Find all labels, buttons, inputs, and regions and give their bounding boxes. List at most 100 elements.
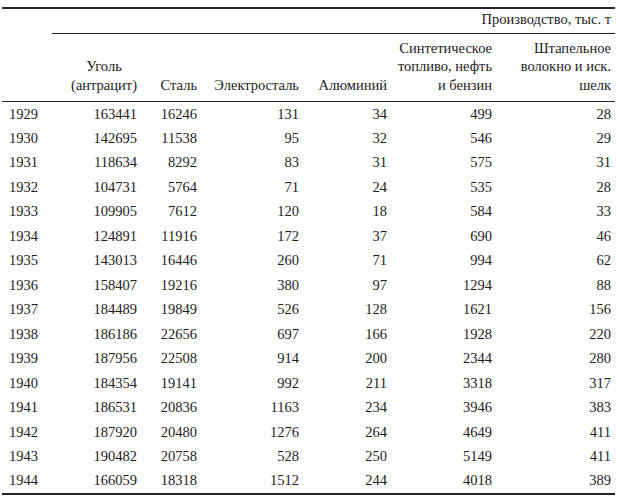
column-header: Сталь <box>142 33 202 102</box>
table-value-cell: 1294 <box>392 273 497 298</box>
column-header-line: Штапельное <box>497 39 611 58</box>
column-header-line: Синтетическое <box>392 39 492 58</box>
row-year-cell: 1943 <box>2 445 52 470</box>
table-value-cell: 3318 <box>392 371 497 396</box>
table-value-cell: 18318 <box>142 469 202 494</box>
table-value-cell: 31 <box>497 151 615 176</box>
column-header: Алюминий <box>304 33 392 102</box>
table-row: 1935143013164462607199462 <box>2 249 615 274</box>
row-year-cell: 1936 <box>2 273 52 298</box>
table-value-cell: 1621 <box>392 298 497 323</box>
table-row: 193310990576121201858433 <box>2 200 615 225</box>
row-year-cell: 1938 <box>2 322 52 347</box>
table-value-cell: 187920 <box>52 420 142 445</box>
table-value-cell: 992 <box>202 371 304 396</box>
table-row: 19421879202048012762644649411 <box>2 420 615 445</box>
table-row: 19411865312083611632343946383 <box>2 396 615 421</box>
table-value-cell: 20836 <box>142 396 202 421</box>
table-value-cell: 118634 <box>52 151 142 176</box>
table-body: 1929163441162461313449928193014269511538… <box>2 102 615 494</box>
table-value-cell: 131 <box>202 102 304 127</box>
table-row: 1939187956225089142002344280 <box>2 347 615 372</box>
table-value-cell: 109905 <box>52 200 142 225</box>
table-value-cell: 46 <box>497 224 615 249</box>
table-value-cell: 546 <box>392 126 497 151</box>
table-value-cell: 28 <box>497 102 615 127</box>
table-value-cell: 24 <box>304 175 392 200</box>
table-value-cell: 33 <box>497 200 615 225</box>
table-row: 19441660591831815122444018389 <box>2 469 615 494</box>
table-value-cell: 19849 <box>142 298 202 323</box>
table-value-cell: 690 <box>392 224 497 249</box>
column-header-row: Уголь(антрацит)СтальЭлектросталь Алюминий… <box>2 33 615 102</box>
table-value-cell: 535 <box>392 175 497 200</box>
column-header: Синтетическоетопливо, нефтьи бензин <box>392 33 497 102</box>
table-value-cell: 16246 <box>142 102 202 127</box>
column-header-line: Электросталь <box>202 76 299 95</box>
table-value-cell: 184489 <box>52 298 142 323</box>
table-value-cell: 383 <box>497 396 615 421</box>
table-value-cell: 143013 <box>52 249 142 274</box>
column-header-line: и бензин <box>392 76 492 95</box>
table-value-cell: 411 <box>497 445 615 470</box>
row-year-cell: 1934 <box>2 224 52 249</box>
table-value-cell: 211 <box>304 371 392 396</box>
table-value-cell: 71 <box>304 249 392 274</box>
table-value-cell: 28 <box>497 175 615 200</box>
table-value-cell: 97 <box>304 273 392 298</box>
table-value-cell: 11916 <box>142 224 202 249</box>
table-value-cell: 4018 <box>392 469 497 494</box>
production-table: Производство, тыс. т Уголь(антрацит)Стал… <box>2 7 615 495</box>
table-value-cell: 20480 <box>142 420 202 445</box>
table-value-cell: 20758 <box>142 445 202 470</box>
table-value-cell: 156 <box>497 298 615 323</box>
table-value-cell: 380 <box>202 273 304 298</box>
table-value-cell: 19216 <box>142 273 202 298</box>
spanner-row: Производство, тыс. т <box>2 8 615 33</box>
table-value-cell: 172 <box>202 224 304 249</box>
column-header-line: Алюминий <box>304 76 387 95</box>
table-value-cell: 8292 <box>142 151 202 176</box>
table-value-cell: 71 <box>202 175 304 200</box>
scanned-table-page: Производство, тыс. т Уголь(антрацит)Стал… <box>0 0 617 503</box>
table-value-cell: 5764 <box>142 175 202 200</box>
table-row: 193014269511538953254629 <box>2 126 615 151</box>
table-value-cell: 186531 <box>52 396 142 421</box>
table-value-cell: 4649 <box>392 420 497 445</box>
table-value-cell: 142695 <box>52 126 142 151</box>
table-value-cell: 190482 <box>52 445 142 470</box>
table-value-cell: 83 <box>202 151 304 176</box>
table-value-cell: 317 <box>497 371 615 396</box>
table-value-cell: 163441 <box>52 102 142 127</box>
table-value-cell: 158407 <box>52 273 142 298</box>
table-row: 1934124891119161723769046 <box>2 224 615 249</box>
table-value-cell: 7612 <box>142 200 202 225</box>
row-year-cell: 1940 <box>2 371 52 396</box>
table-spanner-label: Производство, тыс. т <box>52 8 615 33</box>
table-value-cell: 88 <box>497 273 615 298</box>
table-value-cell: 2344 <box>392 347 497 372</box>
table-value-cell: 5149 <box>392 445 497 470</box>
table-value-cell: 18 <box>304 200 392 225</box>
table-value-cell: 389 <box>497 469 615 494</box>
table-row: 1937184489198495261281621156 <box>2 298 615 323</box>
table-value-cell: 250 <box>304 445 392 470</box>
column-header-line: шелк <box>497 76 611 95</box>
table-value-cell: 584 <box>392 200 497 225</box>
table-value-cell: 19141 <box>142 371 202 396</box>
table-value-cell: 234 <box>304 396 392 421</box>
row-year-cell: 1941 <box>2 396 52 421</box>
table-value-cell: 411 <box>497 420 615 445</box>
row-year-cell: 1930 <box>2 126 52 151</box>
table-value-cell: 120 <box>202 200 304 225</box>
table-value-cell: 128 <box>304 298 392 323</box>
table-value-cell: 914 <box>202 347 304 372</box>
table-value-cell: 16446 <box>142 249 202 274</box>
table-row: 1943190482207585282505149411 <box>2 445 615 470</box>
row-year-cell: 1933 <box>2 200 52 225</box>
table-value-cell: 264 <box>304 420 392 445</box>
table-value-cell: 244 <box>304 469 392 494</box>
table-value-cell: 62 <box>497 249 615 274</box>
table-value-cell: 31 <box>304 151 392 176</box>
column-header: Уголь(антрацит) <box>52 33 142 102</box>
